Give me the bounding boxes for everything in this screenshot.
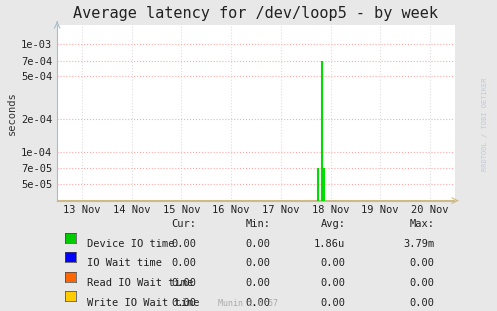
Text: Cur:: Cur:: [171, 219, 196, 229]
Text: 0.00: 0.00: [171, 239, 196, 249]
Text: 0.00: 0.00: [321, 258, 345, 268]
Text: Min:: Min:: [246, 219, 271, 229]
Title: Average latency for /dev/loop5 - by week: Average latency for /dev/loop5 - by week: [74, 6, 438, 21]
Text: 0.00: 0.00: [171, 298, 196, 308]
Text: IO Wait time: IO Wait time: [87, 258, 162, 268]
Text: 0.00: 0.00: [246, 278, 271, 288]
Text: 0.00: 0.00: [410, 258, 435, 268]
Text: 0.00: 0.00: [171, 258, 196, 268]
Text: 0.00: 0.00: [321, 278, 345, 288]
Text: 0.00: 0.00: [246, 239, 271, 249]
Text: Max:: Max:: [410, 219, 435, 229]
Text: 3.79m: 3.79m: [404, 239, 435, 249]
Text: Avg:: Avg:: [321, 219, 345, 229]
Text: 0.00: 0.00: [410, 298, 435, 308]
Text: Read IO Wait time: Read IO Wait time: [87, 278, 193, 288]
Text: 0.00: 0.00: [410, 278, 435, 288]
Text: 0.00: 0.00: [171, 278, 196, 288]
Text: 0.00: 0.00: [321, 298, 345, 308]
Text: RRDTOOL / TOBI OETIKER: RRDTOOL / TOBI OETIKER: [482, 78, 488, 171]
Text: Write IO Wait time: Write IO Wait time: [87, 298, 199, 308]
Text: Munin 2.0.57: Munin 2.0.57: [219, 299, 278, 308]
Y-axis label: seconds: seconds: [7, 91, 17, 135]
Text: 1.86u: 1.86u: [314, 239, 345, 249]
Text: 0.00: 0.00: [246, 258, 271, 268]
Text: 0.00: 0.00: [246, 298, 271, 308]
Text: Device IO time: Device IO time: [87, 239, 174, 249]
